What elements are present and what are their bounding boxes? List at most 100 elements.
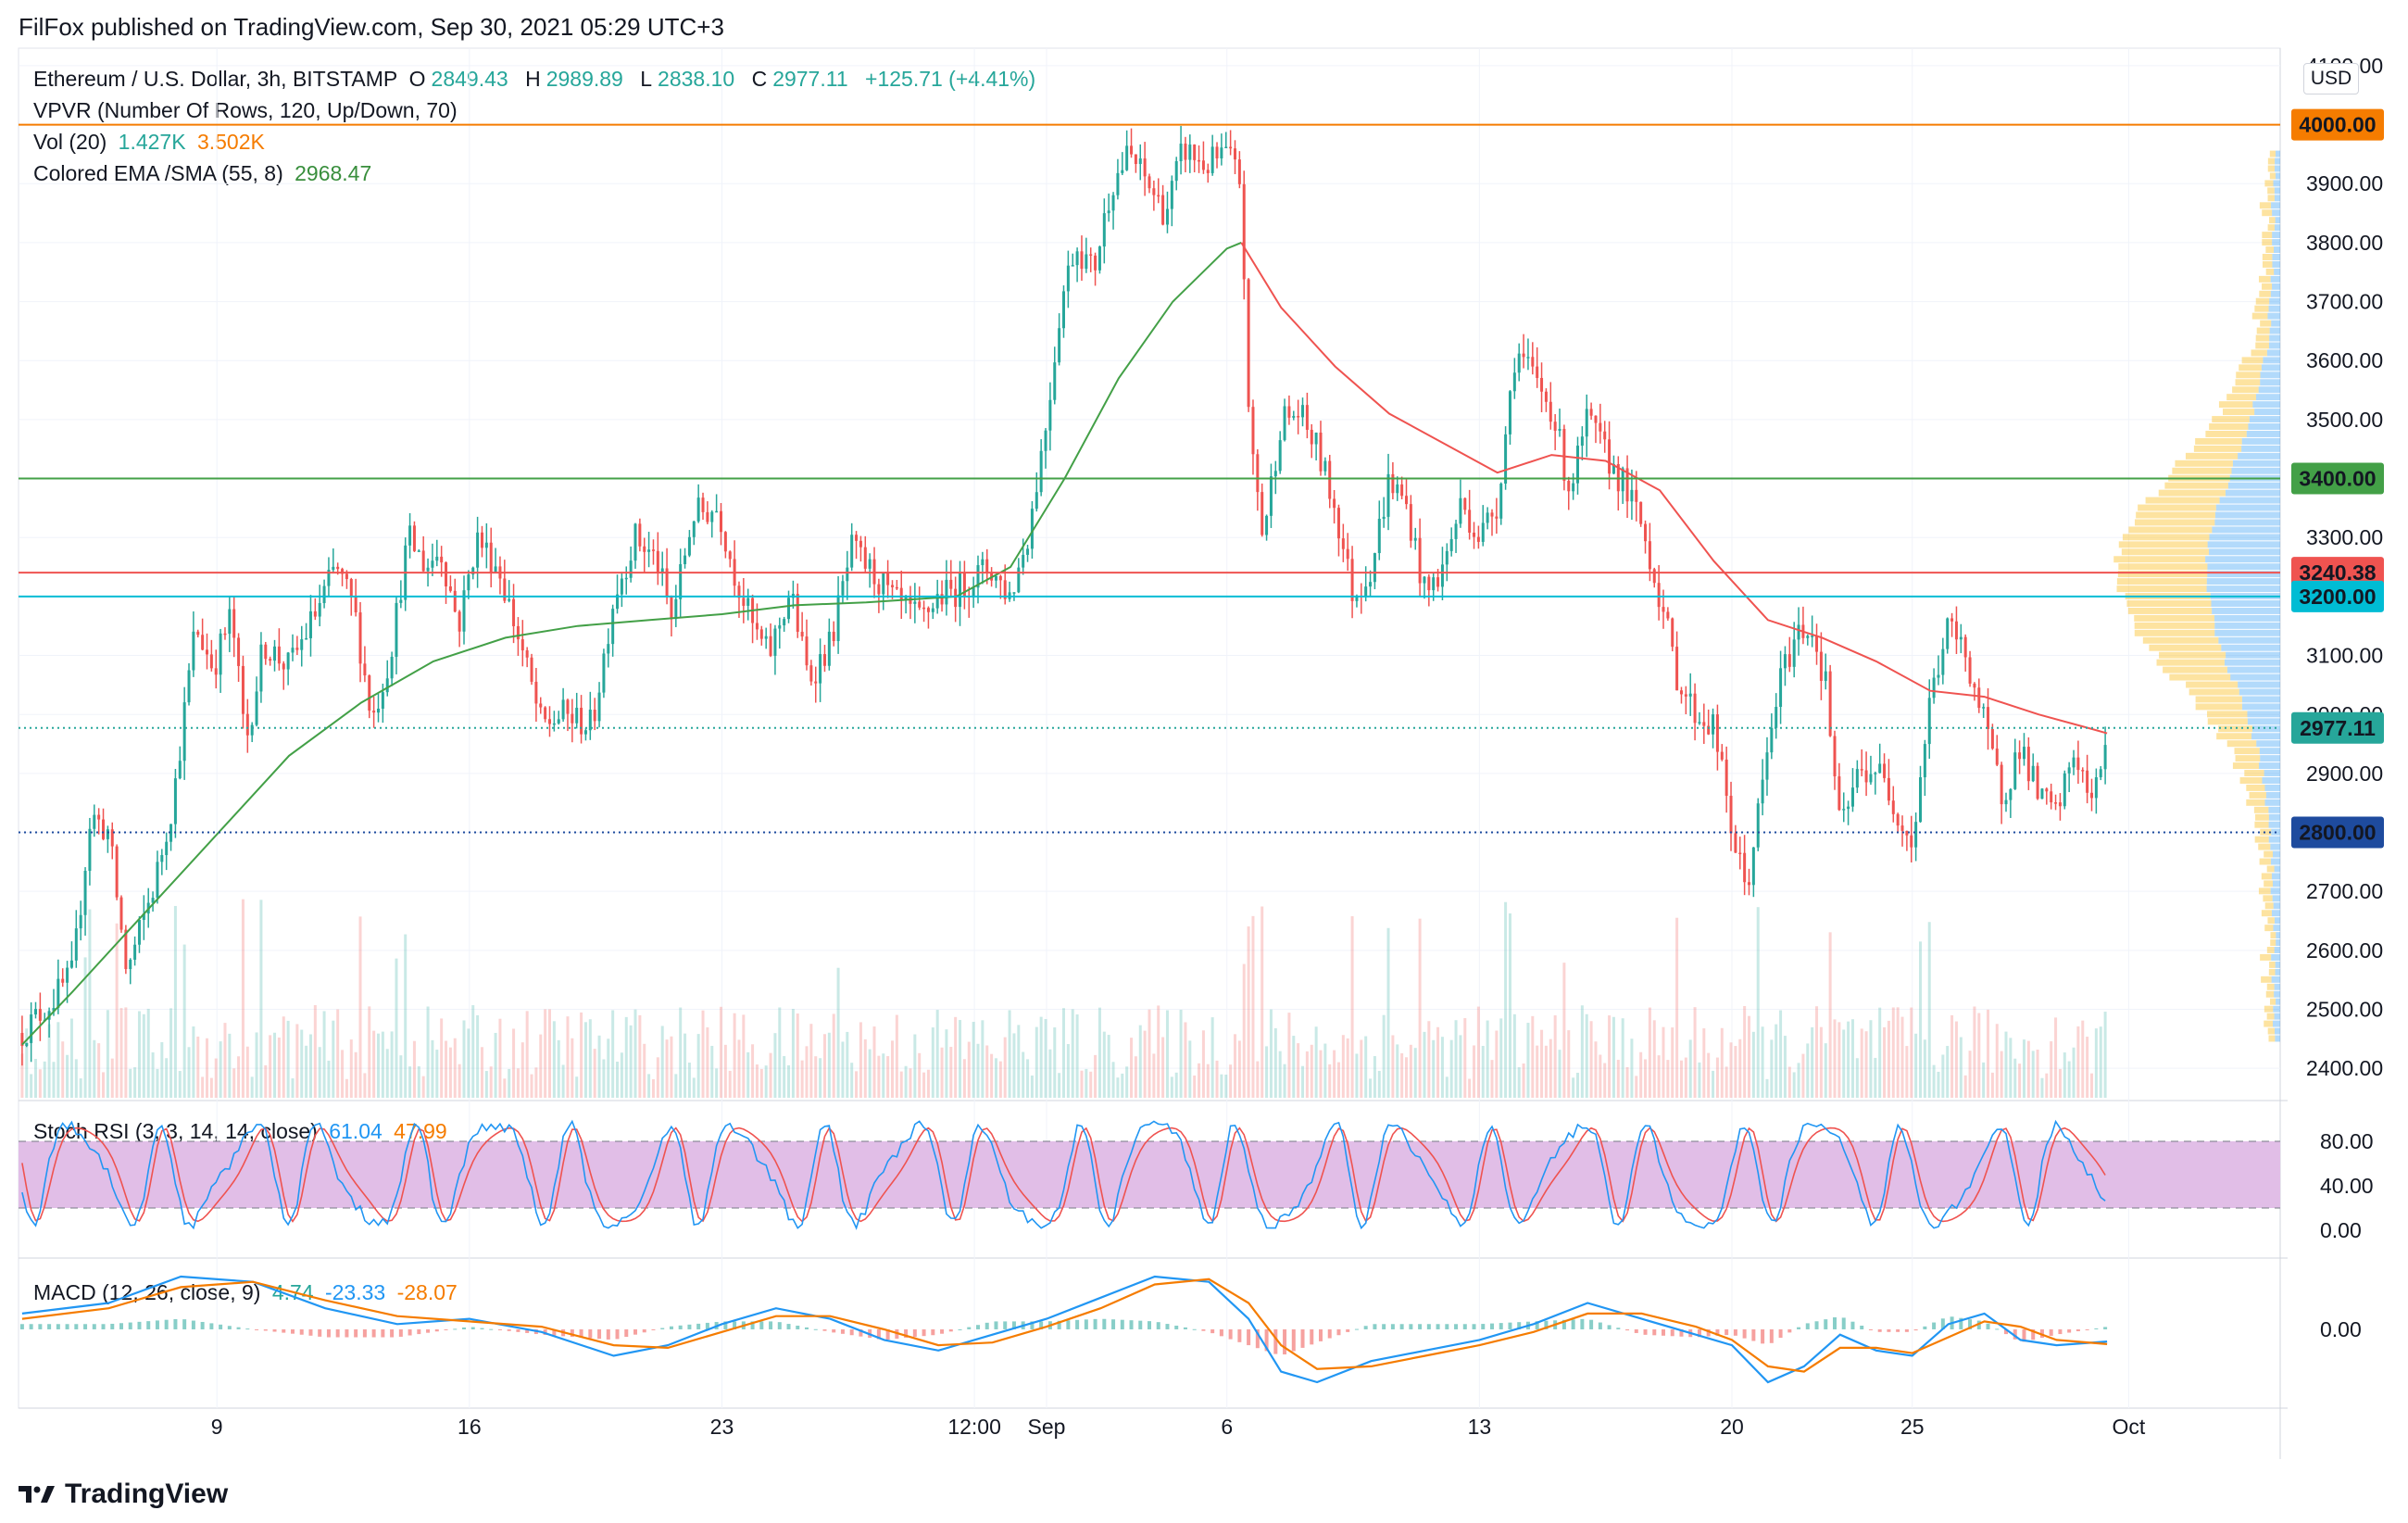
- vpvr-bar-down: [2265, 246, 2274, 253]
- volume-bar: [1003, 1037, 1007, 1098]
- candle-body: [571, 713, 574, 724]
- vpvr-bar-up: [2211, 600, 2280, 607]
- volume-bar: [544, 1009, 547, 1098]
- symbol-legend[interactable]: Ethereum / U.S. Dollar, 3h, BITSTAMP O 28…: [33, 67, 1041, 92]
- vpvr-bar-up: [2219, 497, 2280, 504]
- volume-bar: [43, 1061, 46, 1098]
- macd-histogram-bar: [687, 1324, 692, 1329]
- vpvr-bar-down: [2117, 571, 2208, 578]
- candle-body: [1662, 607, 1665, 612]
- volume-bar: [994, 1058, 997, 1098]
- volume-bar: [1121, 1073, 1124, 1098]
- candle-body: [1567, 481, 1571, 492]
- macd-line: [21, 1275, 2108, 1384]
- vpvr-bar-up: [2268, 813, 2280, 821]
- vpvr-bar-up: [2214, 622, 2280, 629]
- macd-histogram-bar: [227, 1326, 232, 1329]
- vpvr-bar-down: [2267, 917, 2275, 925]
- vpvr-bar-down: [2267, 195, 2275, 202]
- candle-body: [742, 598, 746, 606]
- macd-histogram-bar: [805, 1327, 809, 1329]
- volume-bar: [530, 1074, 533, 1098]
- macd-histogram-bar: [381, 1328, 385, 1338]
- candle-body: [1413, 537, 1417, 541]
- candle-body: [620, 578, 623, 595]
- volume-bar: [417, 1066, 420, 1098]
- vpvr-bar-down: [2127, 607, 2213, 614]
- vpvr-bar-down: [2267, 224, 2275, 232]
- candle-body: [372, 711, 376, 713]
- volume-legend[interactable]: Vol (20) 1.427K 3.502K: [33, 130, 265, 154]
- macd-histogram-bar: [2013, 1328, 2017, 1340]
- candle-body: [1811, 636, 1814, 637]
- ema-legend[interactable]: Colored EMA /SMA (55, 8) 2968.47: [33, 161, 372, 185]
- volume-bar: [1102, 1031, 1106, 1098]
- volume-bar: [868, 1049, 872, 1098]
- candle-body: [273, 646, 277, 661]
- volume-bar: [79, 1078, 82, 1098]
- tradingview-brand[interactable]: TradingView: [19, 1479, 228, 1510]
- candle-body: [79, 914, 82, 929]
- volume-bar: [800, 1060, 804, 1098]
- vpvr-bar-down: [2265, 990, 2275, 998]
- volume-bar: [611, 1010, 615, 1098]
- candle-body: [1111, 195, 1115, 211]
- volume-bar: [1905, 1046, 1909, 1098]
- vpvr-bar-up: [2272, 880, 2280, 887]
- stoch-rsi-legend[interactable]: Stoch RSI (3, 3, 14, 14, close) 61.04 47…: [33, 1119, 453, 1144]
- candle-body: [1797, 624, 1800, 640]
- vpvr-bar-up: [2276, 998, 2280, 1005]
- volume-bar: [404, 934, 408, 1098]
- candle-body: [52, 1008, 56, 1012]
- macd-histogram-bar: [1634, 1328, 1638, 1333]
- macd-histogram-bar: [1120, 1319, 1124, 1329]
- vpvr-bar-up: [2241, 703, 2280, 711]
- macd-histogram-bar: [759, 1321, 764, 1329]
- volume-bar: [1165, 1010, 1169, 1098]
- volume-bar: [1572, 1077, 1575, 1098]
- macd-histogram-bar: [1932, 1322, 1937, 1329]
- candle-body: [1905, 830, 1909, 836]
- candle-body: [1693, 693, 1697, 724]
- volume-bar: [593, 1049, 596, 1098]
- macd-histogram-bar: [1923, 1326, 1927, 1329]
- volume-bar: [1391, 1035, 1395, 1098]
- volume-bar: [453, 1038, 457, 1098]
- macd-histogram-bar: [832, 1328, 836, 1333]
- vpvr-legend[interactable]: VPVR (Number Of Rows, 120, Up/Down, 70): [33, 98, 458, 122]
- vpvr-bar-down: [2134, 519, 2215, 526]
- vpvr-bar-down: [2269, 150, 2276, 157]
- candle-body: [1499, 484, 1503, 519]
- macd-histogram-bar: [2058, 1328, 2063, 1335]
- candle-body: [696, 497, 700, 522]
- volume-bar: [2013, 1058, 2017, 1098]
- candle-body: [1792, 639, 1796, 667]
- vpvr-bar-up: [2275, 1027, 2280, 1035]
- candle-body: [2009, 788, 2013, 800]
- currency-label[interactable]: USD: [2303, 63, 2359, 94]
- vpvr-bar-down: [2264, 180, 2274, 187]
- volume-bar: [1837, 1022, 1841, 1098]
- candle-body: [994, 575, 997, 581]
- candle-body: [1756, 803, 1760, 848]
- candle-body: [836, 595, 840, 641]
- volume-bar: [1157, 1005, 1160, 1098]
- volume-bar: [1418, 918, 1422, 1098]
- vpvr-bar-up: [2272, 253, 2280, 260]
- vpvr-bar-up: [2258, 386, 2280, 394]
- volume-bar: [1883, 1026, 1887, 1098]
- volume-bar: [670, 1036, 673, 1098]
- volume-bar: [534, 1067, 538, 1098]
- macd-histogram-bar: [1210, 1328, 1215, 1334]
- vpvr-bar-down: [2261, 873, 2272, 880]
- macd-histogram-bar: [1445, 1324, 1449, 1329]
- candle-body: [1247, 279, 1250, 408]
- candle-body: [679, 563, 683, 599]
- vpvr-bar-up: [2270, 887, 2280, 895]
- candle-body: [1599, 422, 1602, 432]
- candle-body: [259, 644, 263, 692]
- volume-bar: [962, 1059, 966, 1098]
- candle-body: [341, 569, 345, 574]
- price-level-tag-label: 3240.38: [2299, 560, 2376, 585]
